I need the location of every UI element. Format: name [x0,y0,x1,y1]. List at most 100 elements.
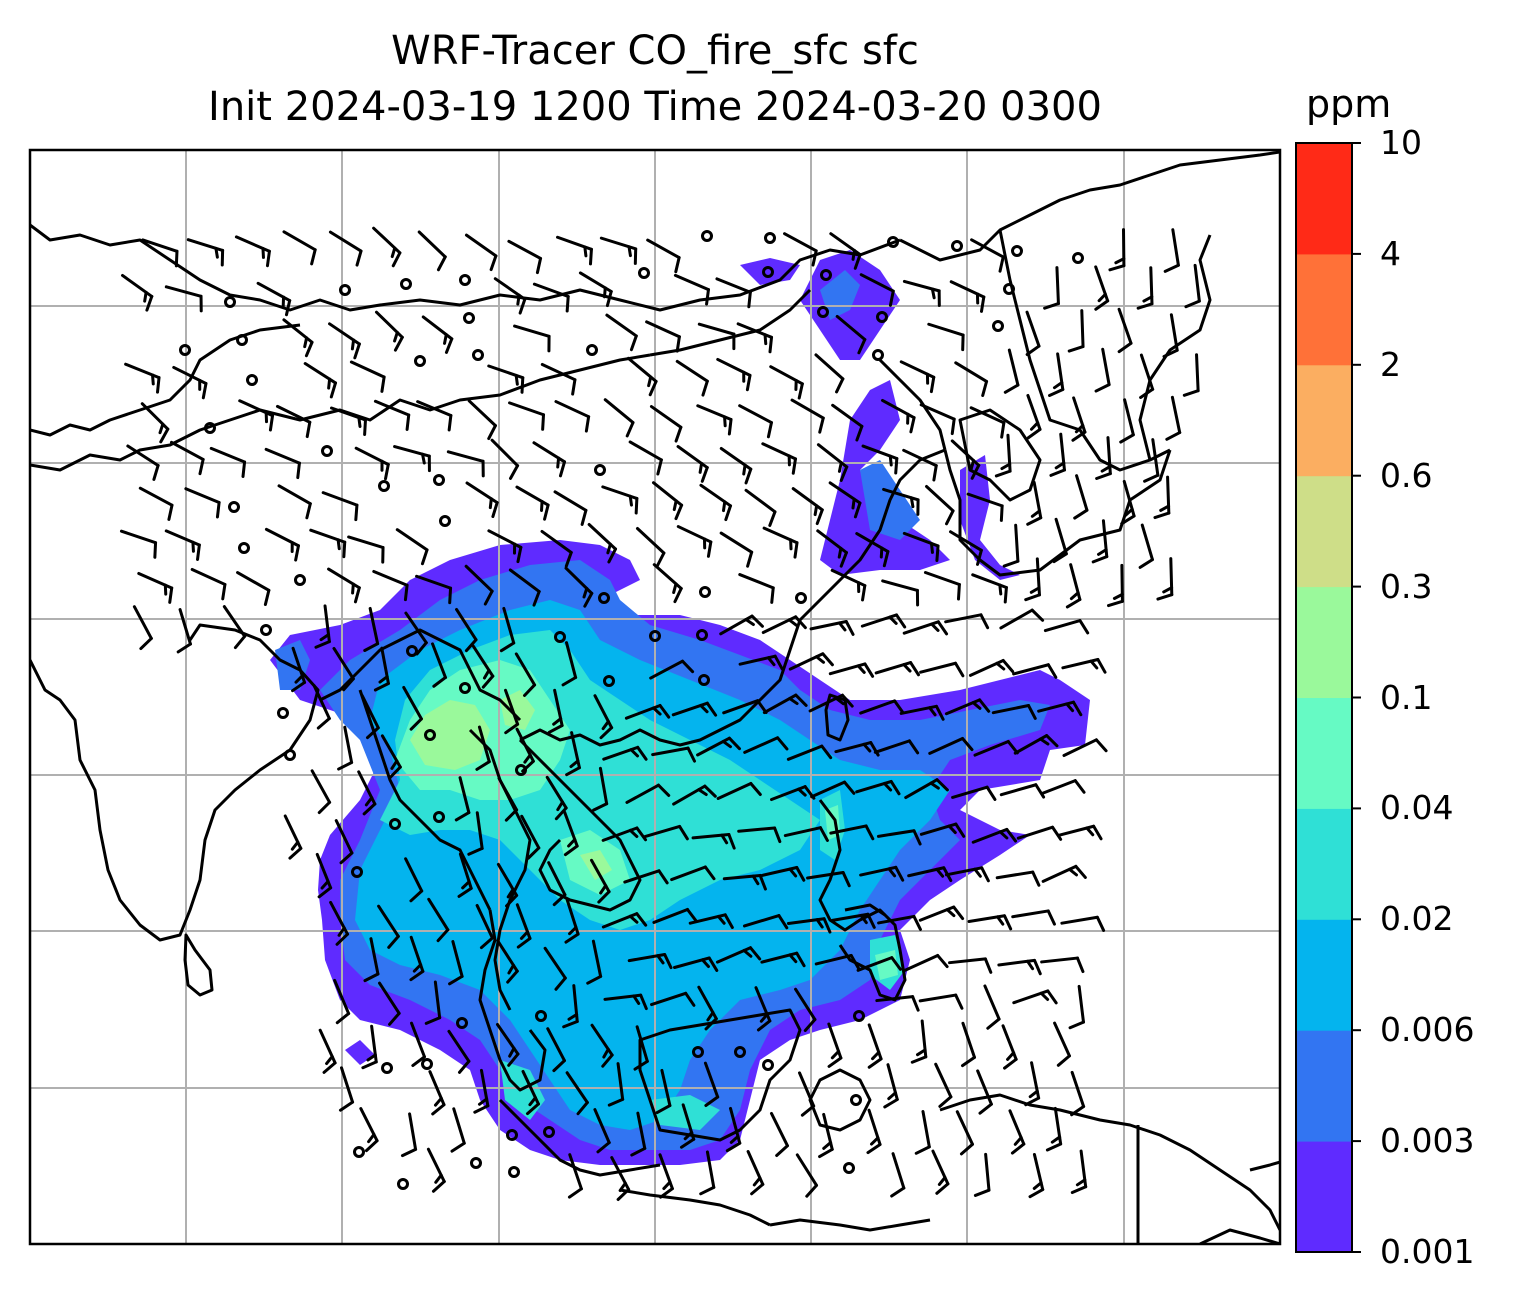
colorbar-tick-label: 0.02 [1380,899,1454,939]
wind-barb [431,642,447,688]
wind-barb [828,481,862,519]
calm-wind-circle [850,1094,862,1106]
wind-barb [650,991,696,1007]
wind-barb [378,981,401,1026]
wind-barb [1184,263,1201,309]
wind-barb [860,613,907,629]
wind-barb [719,531,754,568]
wind-barb [222,605,247,650]
wind-barb [521,1069,540,1116]
wind-barb [983,984,1001,1030]
wind-barb [454,776,471,822]
colorbar-tick-label: 4 [1380,233,1401,273]
wind-barb [643,824,689,841]
wind-barb [918,993,964,1010]
wind-barb [866,1108,882,1155]
wind-barb [372,569,409,602]
wind-barb [1052,517,1068,564]
wind-barb [715,277,752,309]
calm-wind-circle [762,1059,774,1071]
wind-barb [1057,824,1103,841]
wind-barb [859,699,905,715]
wind-barb [814,353,845,394]
calm-wind-circle [872,349,884,361]
wind-barb [855,779,901,796]
wind-barb [798,1071,816,1117]
wind-barb [673,956,719,972]
wind-barb [876,829,922,846]
calm-wind-circle [421,1058,433,1070]
wind-barb [696,404,733,436]
wind-barb [487,529,523,564]
calm-wind-circle [238,542,250,554]
wind-barb [699,483,733,522]
wind-barb [610,1156,631,1201]
calm-wind-circle [506,1129,518,1141]
wind-barb [291,646,307,693]
wind-barb [467,399,497,441]
wind-barb [1008,1109,1026,1155]
colorbar-segment [1296,586,1352,698]
wind-barb [590,858,611,904]
wind-barb [354,446,390,481]
wind-barb [971,827,1018,844]
wind-barb [831,403,864,442]
wind-barb [119,529,158,559]
map-subtitle: Init 2024-03-19 1200 Time 2024-03-20 030… [208,84,1102,130]
calm-wind-circle [224,296,236,308]
wind-barb [999,783,1046,799]
wind-barb [829,232,862,270]
wind-barb [966,492,1004,522]
wind-barb [599,236,638,265]
wind-barb [126,444,160,481]
wind-barb [882,487,920,516]
wind-barb [1119,398,1135,444]
wind-barb [904,778,949,800]
wind-barb [1026,393,1042,440]
calm-wind-circle [433,474,445,486]
calm-wind-circle [817,306,829,318]
calm-wind-circle [762,266,774,278]
wind-barb [835,314,867,355]
wind-barb [1040,779,1086,796]
wind-barb [1037,700,1083,717]
calm-wind-circle [951,240,963,252]
wind-barb [546,1027,566,1073]
colorbar-segment [1296,364,1352,477]
wind-barb [1136,266,1154,310]
wind-barb [809,620,855,636]
wind-barb [427,897,450,943]
wind-barb [209,446,247,478]
wind-barb [955,1110,974,1156]
wind-barb [1070,1149,1088,1195]
wind-barb [652,907,698,924]
wind-barb [1003,348,1020,394]
wind-barb [1045,1106,1063,1152]
wind-barb [448,940,464,986]
calm-wind-circle [294,574,306,586]
co-concentration-fill [270,250,1090,1165]
wind-barb [627,953,673,970]
calm-wind-circle [433,811,445,823]
wind-barb [649,659,695,680]
wind-barb [827,1022,843,1068]
wind-barb [910,1019,928,1064]
calm-wind-circle [459,682,471,694]
wind-barb [624,704,671,720]
wind-barb [651,481,684,521]
wind-barb [578,271,613,308]
wind-barb [697,322,736,351]
wind-barb [424,980,442,1025]
wind-barb [1094,347,1111,393]
wind-barb [303,362,337,399]
wind-barb [141,238,179,268]
wind-barb [914,1109,931,1155]
wind-barb [861,444,899,475]
wind-barb [697,985,718,1031]
wind-barb [496,862,519,908]
wind-barb [1001,1024,1018,1070]
wind-barb [1065,563,1082,609]
calm-wind-circle [603,675,615,687]
wind-barb [994,433,1012,478]
